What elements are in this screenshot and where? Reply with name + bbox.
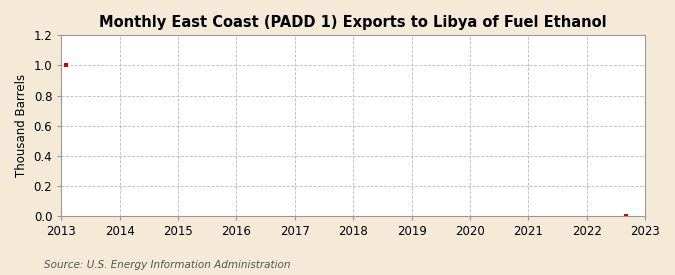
Text: Source: U.S. Energy Information Administration: Source: U.S. Energy Information Administ… xyxy=(44,260,290,270)
Title: Monthly East Coast (PADD 1) Exports to Libya of Fuel Ethanol: Monthly East Coast (PADD 1) Exports to L… xyxy=(99,15,607,30)
Y-axis label: Thousand Barrels: Thousand Barrels xyxy=(15,74,28,177)
